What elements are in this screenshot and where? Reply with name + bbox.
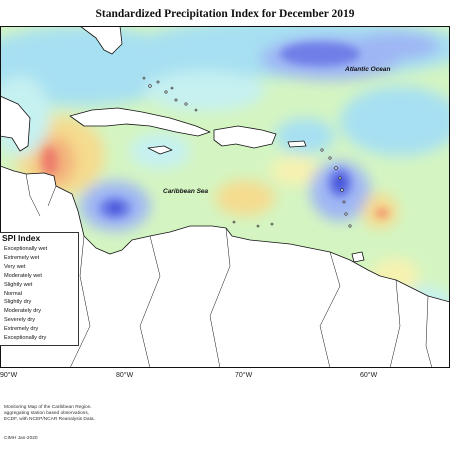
borders xyxy=(25,173,433,368)
longitude-label: 80°W xyxy=(116,372,134,379)
legend-item: Extremely wet xyxy=(4,254,40,261)
wet-zone-bahamas xyxy=(145,71,265,111)
caribbean-sea-label: Caribbean Sea xyxy=(163,188,209,195)
florida xyxy=(79,26,123,55)
wet-zone-hispaniola xyxy=(275,118,335,154)
jamaica xyxy=(147,145,173,155)
puerto-rico xyxy=(287,140,307,148)
dry-zone-central-caribbean xyxy=(215,180,275,216)
trinidad xyxy=(351,251,365,263)
credit-line: Monitoring Map of the Caribbean Region. xyxy=(4,405,92,410)
wet-zone-northeast xyxy=(350,32,440,60)
map-title: Standardized Precipitation Index for Dec… xyxy=(95,8,355,20)
extremely-wet-core xyxy=(280,42,360,66)
legend-item: Normal xyxy=(4,290,23,297)
legend-item: Exceptionally wet xyxy=(4,246,48,252)
cuba xyxy=(69,107,211,137)
credit-line: aggregating station based observations, xyxy=(4,411,90,417)
longitude-label: 90°W xyxy=(0,372,18,379)
legend-item: Severely dry xyxy=(4,317,36,324)
atlantic-ocean-label: Atlantic Ocean xyxy=(344,66,391,73)
legend-item: Slightly wet xyxy=(4,281,33,288)
legend-item: Extremely dry xyxy=(4,326,39,333)
hispaniola xyxy=(213,125,277,149)
legend-title: SPI Index xyxy=(2,233,41,243)
credits: Monitoring Map of the Caribbean Region. … xyxy=(4,405,95,424)
longitude-label: 60°W xyxy=(360,372,378,379)
legend-item: Very wet xyxy=(4,263,26,270)
spi-cores xyxy=(42,42,390,219)
wet-zone-atlantic xyxy=(340,86,450,156)
credit-line: ECDF, with NCEP/NCAR Reanalysis Data. xyxy=(4,417,95,423)
copyright: CIMH Jan-2020 xyxy=(4,436,38,441)
extremely-dry-core xyxy=(379,210,385,216)
land xyxy=(0,26,450,368)
legend-item: Moderately wet xyxy=(4,272,42,279)
spi-legend: SPI Index Exceptionally wet Extremely wet… xyxy=(0,232,79,346)
central-south-america xyxy=(0,165,450,368)
longitude-label: 70°W xyxy=(235,372,253,379)
exceptionally-wet-core xyxy=(108,203,122,213)
dry-zone-east-caribbean xyxy=(270,156,320,186)
islands xyxy=(142,76,352,228)
exceptionally-wet-core xyxy=(334,175,346,191)
legend-item: Moderately dry xyxy=(4,308,41,315)
yucatan xyxy=(0,95,31,152)
legend-item: Slightly dry xyxy=(4,299,32,306)
extremely-dry-core xyxy=(42,147,58,175)
legend-item: Exceptionally dry xyxy=(4,335,47,341)
